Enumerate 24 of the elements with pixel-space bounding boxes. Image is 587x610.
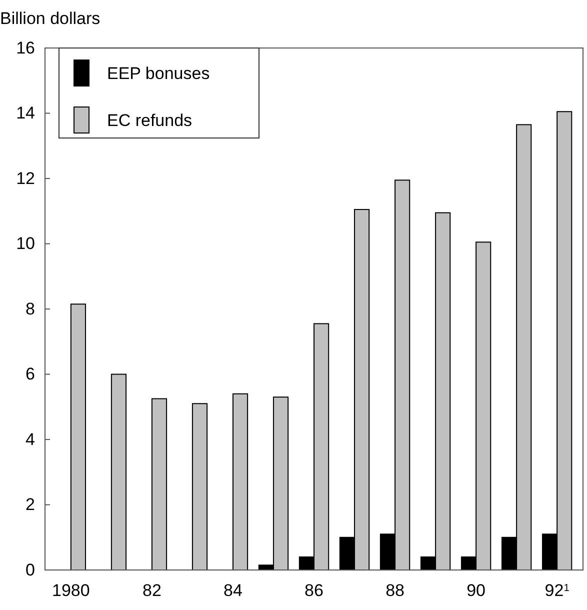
y-tick-label: 8: [26, 299, 35, 318]
x-tick-label: 86: [304, 581, 324, 600]
bar: [192, 403, 208, 570]
y-tick-label: 16: [16, 38, 35, 58]
bar: [151, 398, 168, 570]
x-tick-label: 92$^{1}$: [544, 581, 570, 600]
y-tick-label: 14: [16, 104, 35, 123]
x-tick-label: 82: [142, 581, 162, 600]
x-tick-label: 88: [386, 581, 404, 600]
y-tick-label: 10: [16, 234, 35, 254]
x-tick-label: 84: [224, 581, 242, 600]
y-axis-title: Billion dollars: [0, 9, 100, 28]
y-tick-label: 2: [26, 495, 35, 514]
y-tick-label: 6: [26, 364, 35, 384]
bar: [70, 304, 86, 570]
legend-label: EEP bonuses: [107, 64, 210, 83]
y-tick-label: 0: [26, 560, 35, 580]
legend-label: EC refunds: [107, 111, 192, 130]
y-tick-label: 4: [26, 430, 35, 449]
y-tick-label: 12: [16, 168, 35, 188]
bar: [110, 374, 127, 570]
x-tick-label: 90: [466, 581, 486, 600]
bar: [232, 393, 248, 570]
x-tick-label: 1980: [52, 581, 90, 600]
